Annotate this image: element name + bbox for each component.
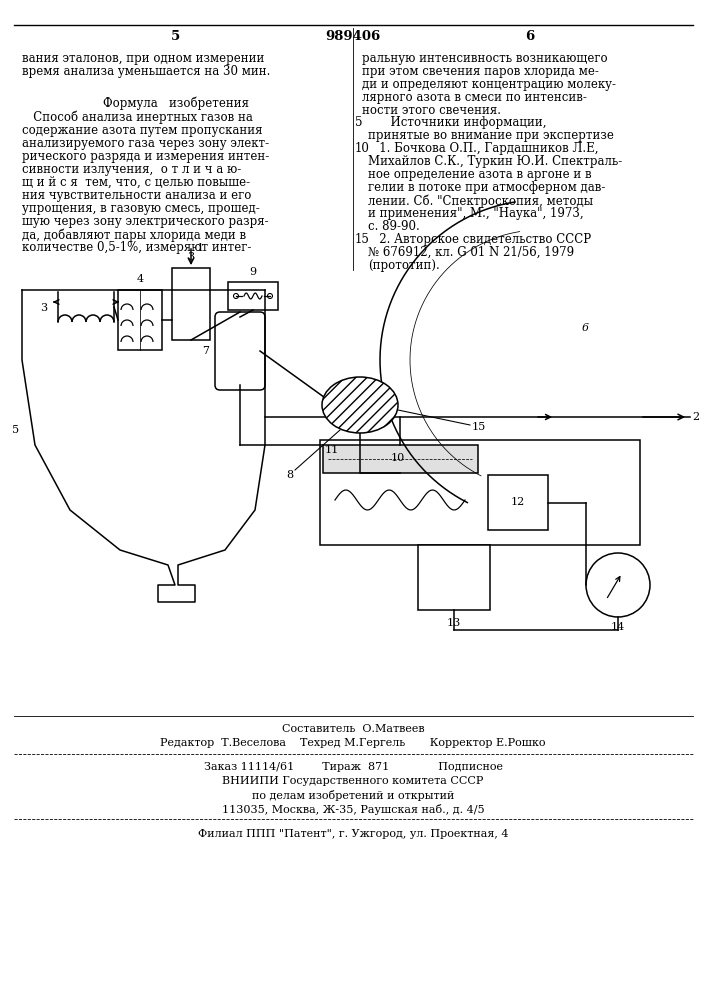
Text: ное определение азота в аргоне и в: ное определение азота в аргоне и в — [368, 168, 592, 181]
Ellipse shape — [322, 377, 398, 433]
Text: 5: 5 — [355, 116, 363, 129]
Text: 10: 10 — [391, 453, 405, 463]
Bar — [172, 268, 210, 340]
Text: Способ анализа инертных газов на: Способ анализа инертных газов на — [22, 111, 253, 124]
Text: 14: 14 — [611, 622, 625, 632]
Text: при этом свечения паров хлорида ме-: при этом свечения паров хлорида ме- — [362, 65, 599, 78]
Text: (прототип).: (прототип). — [368, 259, 440, 272]
Text: 6: 6 — [581, 323, 588, 333]
Text: 2: 2 — [692, 412, 699, 422]
Bar — [320, 440, 640, 545]
Text: 9: 9 — [250, 267, 257, 277]
Text: 11: 11 — [325, 445, 339, 455]
Text: содержание азота путем пропускания: содержание азота путем пропускания — [22, 124, 262, 137]
Bar — [488, 475, 548, 530]
Text: № 676912, кл. G 01 N 21/56, 1979: № 676912, кл. G 01 N 21/56, 1979 — [368, 246, 574, 259]
Text: 15: 15 — [472, 422, 486, 432]
Text: 989406: 989406 — [325, 30, 380, 43]
Text: 15: 15 — [355, 233, 370, 246]
Text: Источники информации,: Источники информации, — [368, 116, 547, 129]
Text: 3: 3 — [40, 303, 47, 313]
Text: 1: 1 — [197, 243, 204, 253]
Text: время анализа уменьшается на 30 мин.: время анализа уменьшается на 30 мин. — [22, 65, 270, 78]
Text: ВНИИПИ Государственного комитета СССР: ВНИИПИ Государственного комитета СССР — [222, 776, 484, 786]
Text: принятые во внимание при экспертизе: принятые во внимание при экспертизе — [368, 129, 614, 142]
Text: анализируемого газа через зону элект-: анализируемого газа через зону элект- — [22, 137, 269, 150]
Text: 3: 3 — [187, 252, 194, 262]
Circle shape — [586, 553, 650, 617]
Text: 5: 5 — [13, 425, 20, 435]
Text: шую через зону электрического разря-: шую через зону электрического разря- — [22, 215, 269, 228]
Text: сивности излучения,  о т л и ч а ю-: сивности излучения, о т л и ч а ю- — [22, 163, 241, 176]
Text: щ и й с я  тем, что, с целью повыше-: щ и й с я тем, что, с целью повыше- — [22, 176, 250, 189]
Text: 7: 7 — [202, 346, 209, 356]
Text: 8: 8 — [286, 470, 293, 480]
Bar — [418, 545, 490, 610]
Text: ди и определяют концентрацию молеку-: ди и определяют концентрацию молеку- — [362, 78, 616, 91]
Text: вания эталонов, при одном измерении: вания эталонов, при одном измерении — [22, 52, 264, 65]
Text: 13: 13 — [447, 618, 461, 628]
Text: 113035, Москва, Ж-35, Раушская наб., д. 4/5: 113035, Москва, Ж-35, Раушская наб., д. … — [222, 804, 484, 815]
Circle shape — [267, 294, 272, 298]
Text: Редактор  Т.Веселова    Техред М.Гергель       Корректор Е.Рошко: Редактор Т.Веселова Техред М.Гергель Кор… — [160, 738, 546, 748]
Text: с. 89-90.: с. 89-90. — [368, 220, 420, 233]
Text: гелии в потоке при атмосферном дав-: гелии в потоке при атмосферном дав- — [368, 181, 605, 194]
Bar — [323, 445, 478, 473]
Text: Филиал ППП "Патент", г. Ужгород, ул. Проектная, 4: Филиал ППП "Патент", г. Ужгород, ул. Про… — [198, 829, 508, 839]
Text: лении. Сб. "Спектроскопия, методы: лении. Сб. "Спектроскопия, методы — [368, 194, 593, 208]
Text: по делам изобретений и открытий: по делам изобретений и открытий — [252, 790, 454, 801]
Circle shape — [233, 294, 238, 298]
Text: ния чувствительности анализа и его: ния чувствительности анализа и его — [22, 189, 252, 202]
Text: ности этого свечения.: ности этого свечения. — [362, 104, 501, 117]
Text: 2. Авторское свидетельство СССР: 2. Авторское свидетельство СССР — [368, 233, 591, 246]
Text: 4: 4 — [136, 274, 144, 284]
Text: Формула   изобретения: Формула изобретения — [103, 96, 249, 109]
Text: и применения", М., "Наука", 1973,: и применения", М., "Наука", 1973, — [368, 207, 583, 220]
Text: 5: 5 — [171, 30, 180, 43]
Text: количестве 0,5-1%, измеряют интег-: количестве 0,5-1%, измеряют интег- — [22, 241, 252, 254]
Text: ральную интенсивность возникающего: ральную интенсивность возникающего — [362, 52, 607, 65]
Text: упрощения, в газовую смесь, прошед-: упрощения, в газовую смесь, прошед- — [22, 202, 259, 215]
Text: 1. Бочкова О.П., Гардашников Л.Е,: 1. Бочкова О.П., Гардашников Л.Е, — [368, 142, 599, 155]
Text: лярного азота в смеси по интенсив-: лярного азота в смеси по интенсив- — [362, 91, 587, 104]
Bar — [228, 282, 278, 310]
Text: Заказ 11114/61        Тираж  871              Подписное: Заказ 11114/61 Тираж 871 Подписное — [204, 762, 503, 772]
FancyBboxPatch shape — [215, 312, 265, 390]
Text: 12: 12 — [511, 497, 525, 507]
Text: рического разряда и измерения интен-: рического разряда и измерения интен- — [22, 150, 269, 163]
Text: Михайлов С.К., Туркин Ю.И. Спектраль-: Михайлов С.К., Туркин Ю.И. Спектраль- — [368, 155, 622, 168]
Text: да, добавляют пары хлорида меди в: да, добавляют пары хлорида меди в — [22, 228, 246, 241]
Text: 6: 6 — [525, 30, 534, 43]
Bar — [118, 290, 162, 350]
Text: Составитель  О.Матвеев: Составитель О.Матвеев — [281, 724, 424, 734]
Text: 10: 10 — [355, 142, 370, 155]
